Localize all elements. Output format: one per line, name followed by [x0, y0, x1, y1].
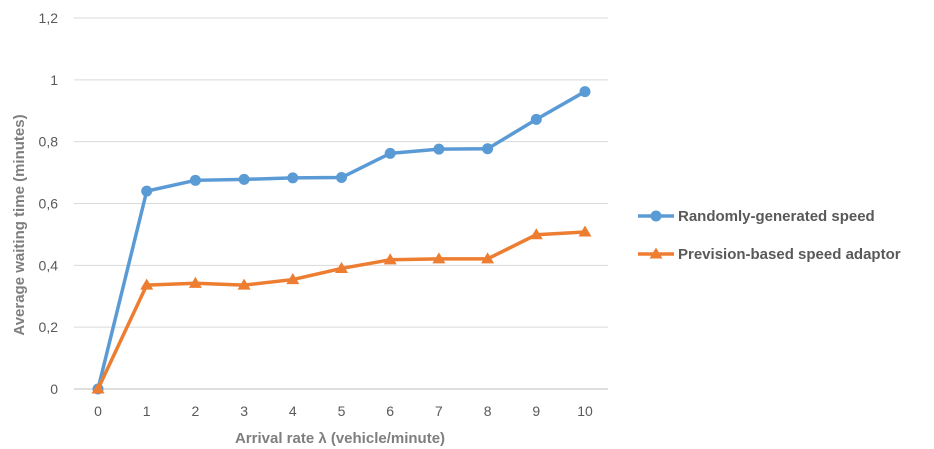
x-tick-label: 5: [338, 403, 346, 419]
x-axis-title: Arrival rate λ (vehicle/minute): [235, 430, 445, 447]
y-tick-label: 1: [50, 72, 58, 88]
x-tick-label: 1: [143, 403, 151, 419]
x-tick-label: 0: [94, 403, 102, 419]
data-point: [336, 172, 347, 184]
x-tick-label: 10: [577, 403, 593, 419]
legend-item: Randomly-generated speed: [638, 208, 875, 225]
x-tick-label: 4: [289, 403, 297, 419]
data-point: [529, 228, 543, 240]
x-tick-label: 9: [532, 403, 540, 419]
series-1: [92, 86, 591, 395]
y-tick-label: 0,6: [39, 196, 59, 212]
data-point: [189, 174, 201, 186]
y-axis-title: Average waiting time (minutes): [11, 114, 28, 335]
gridlines: [74, 17, 608, 390]
legend-label: Randomly-generated speed: [678, 208, 875, 225]
data-point: [287, 172, 299, 184]
data-point: [482, 143, 494, 155]
x-tick-label: 2: [192, 403, 200, 419]
legend-label: Prevision-based speed adaptor: [678, 246, 901, 263]
series-line: [96, 230, 586, 390]
y-tick-label: 0: [50, 381, 58, 397]
data-point: [578, 225, 592, 237]
x-tick-label: 7: [435, 403, 443, 419]
legend-item: Prevision-based speed adaptor: [638, 246, 901, 263]
y-tick-label: 0,8: [39, 134, 59, 150]
legend-marker: [650, 210, 662, 222]
legend-marker: [649, 247, 663, 259]
data-point: [140, 278, 154, 290]
y-tick-label: 0,4: [39, 257, 59, 273]
legend: Randomly-generated speed Prevision-based …: [638, 208, 901, 263]
data-point: [433, 143, 445, 155]
series-line: [96, 90, 586, 390]
data-point: [141, 185, 153, 197]
y-tick-label: 0,2: [39, 319, 59, 335]
data-point: [286, 273, 300, 285]
data-point: [188, 276, 202, 288]
series-group: [91, 86, 592, 395]
data-point: [530, 113, 542, 125]
x-tick-label: 8: [484, 403, 492, 419]
data-point: [383, 253, 397, 265]
x-tick-label: 3: [240, 403, 248, 419]
data-point: [91, 382, 105, 394]
data-point: [238, 173, 250, 185]
series-2: [91, 225, 592, 394]
data-point: [384, 147, 396, 159]
data-point: [237, 278, 251, 290]
y-tick-label: 1,2: [39, 10, 59, 26]
x-tick-label: 6: [386, 403, 394, 419]
data-point: [481, 252, 495, 264]
y-axis-ticks: 0 0,2 0,4 0,6 0,8 1 1,2: [39, 10, 59, 397]
data-point: [335, 261, 348, 273]
data-point: [432, 252, 446, 264]
x-axis-ticks: 0 1 2 3 4 5 6 7 8 9 10: [94, 403, 593, 419]
data-point: [579, 86, 591, 98]
